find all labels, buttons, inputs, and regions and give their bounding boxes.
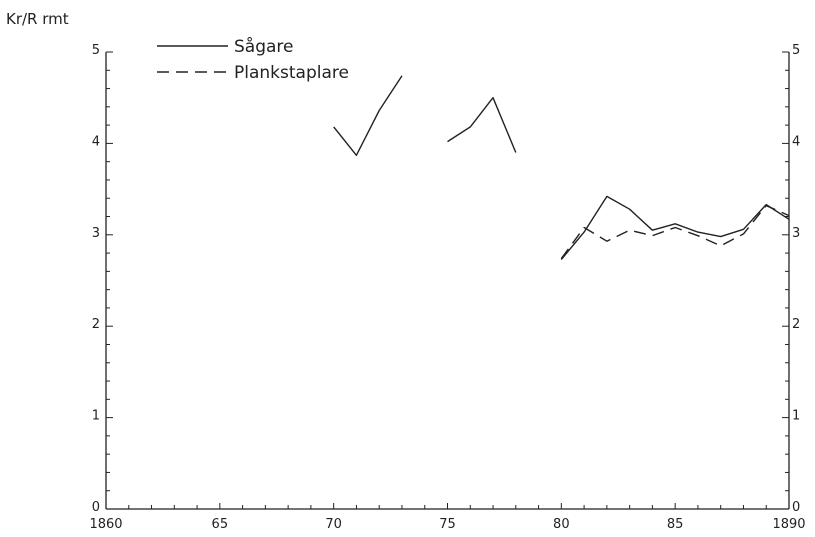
x-tick-label: 85 (667, 517, 684, 532)
x-tick-label: 75 (439, 517, 456, 532)
y-tick-label-right: 3 (792, 226, 800, 241)
series-lines (333, 75, 790, 260)
x-tick-label: 1890 (772, 517, 805, 532)
y-tick-label-right: 0 (792, 500, 800, 515)
x-tick-label: 1860 (89, 517, 122, 532)
series-line-sagare-2 (447, 96, 517, 153)
y-tick-label-left: 2 (92, 317, 100, 332)
series-line-sagare-1 (333, 75, 403, 157)
y-tick-label-right: 5 (792, 43, 800, 58)
y-tick-label-left: 3 (92, 226, 100, 241)
x-tick-label: 65 (212, 517, 229, 532)
y-tick-label-left: 1 (92, 409, 100, 424)
legend-label-plankstaplare: Plankstaplare (234, 63, 349, 83)
legend-label-sagare: Sågare (234, 36, 294, 57)
legend: Sågare Plankstaplare (157, 36, 349, 83)
y-ticks-right: 0 1 2 3 4 5 (782, 43, 800, 515)
y-tick-label-left: 5 (92, 43, 100, 58)
y-ticks-left: 0 1 2 3 4 5 (92, 43, 113, 515)
y-tick-label-left: 4 (92, 134, 100, 149)
x-tick-label: 80 (553, 517, 570, 532)
y-tick-label-left: 0 (92, 500, 100, 515)
y-tick-label-right: 1 (792, 409, 800, 424)
series-line-plankstaplare-1 (560, 204, 790, 260)
x-tick-label: 70 (325, 517, 342, 532)
y-tick-label-right: 4 (792, 134, 800, 149)
y-axis-label: Kr/R rmt (6, 10, 69, 28)
y-tick-label-right: 2 (792, 317, 800, 332)
series-line-sagare-3 (560, 195, 790, 260)
x-ticks: 1860 65 70 75 80 85 1890 (89, 503, 806, 532)
